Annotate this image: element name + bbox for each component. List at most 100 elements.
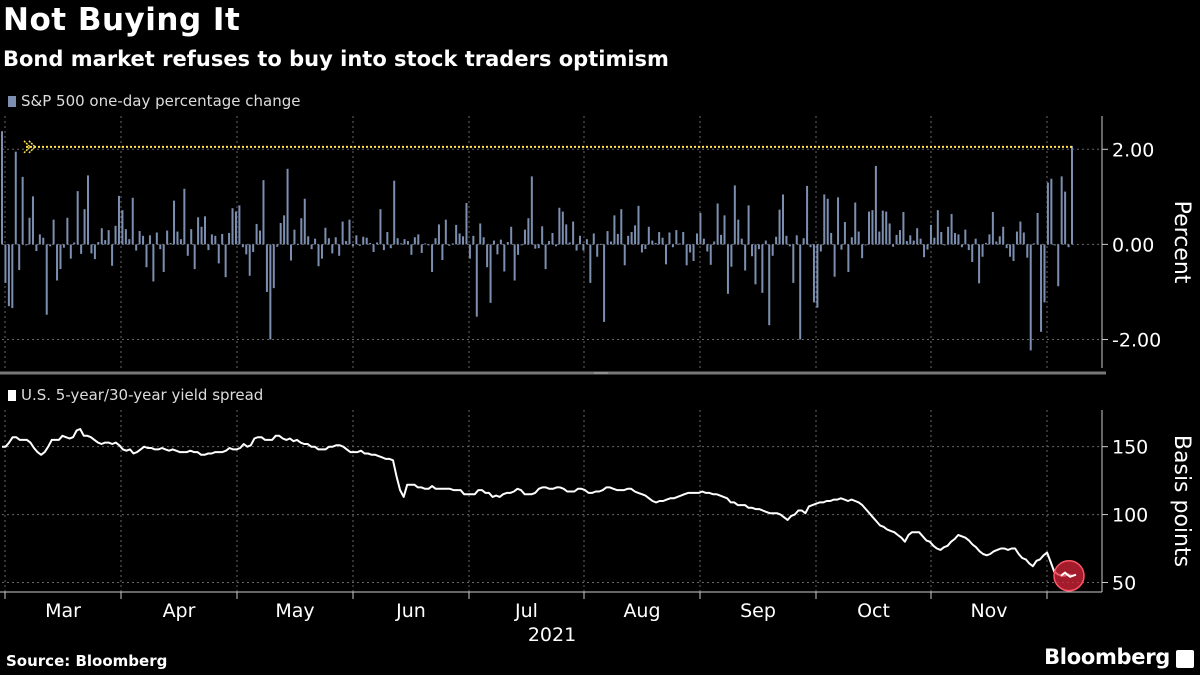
bar	[558, 207, 561, 245]
bar	[864, 244, 867, 246]
bar	[448, 244, 451, 246]
bar	[286, 168, 289, 245]
y-axis-title: Basis points	[1169, 435, 1194, 567]
bar	[1, 131, 3, 245]
bar	[190, 229, 193, 245]
bar	[733, 185, 736, 245]
y-tick-label: 2.00	[1112, 139, 1154, 161]
bar	[668, 232, 671, 245]
bar	[984, 242, 987, 245]
bar	[1046, 182, 1049, 245]
bar	[197, 217, 200, 245]
bar	[238, 205, 241, 245]
bar	[768, 244, 771, 326]
bar	[1015, 231, 1018, 245]
bar	[861, 244, 864, 259]
bar	[379, 209, 382, 245]
legend-top: S&P 500 one-day percentage change	[8, 92, 300, 110]
bar	[978, 244, 981, 284]
bar	[548, 241, 551, 245]
bar	[620, 209, 623, 245]
bar	[104, 240, 107, 245]
bar	[837, 197, 840, 245]
bar	[689, 244, 692, 253]
x-tick-label: Jun	[395, 600, 426, 622]
bar	[940, 232, 943, 245]
bar	[131, 197, 134, 245]
bar	[431, 244, 434, 272]
bar	[912, 240, 915, 245]
bar	[685, 244, 688, 266]
y-tick-label: 50	[1112, 572, 1136, 594]
bar	[954, 232, 957, 245]
bar	[35, 244, 38, 252]
bar	[231, 208, 234, 245]
bar	[166, 230, 169, 245]
bar	[819, 244, 822, 252]
bar	[843, 222, 846, 245]
bar	[716, 203, 719, 245]
bar	[713, 241, 716, 245]
bar	[245, 244, 248, 255]
bar	[616, 233, 619, 245]
bar	[981, 244, 984, 257]
bar	[441, 244, 444, 261]
bar	[382, 244, 385, 251]
bar	[916, 228, 919, 245]
bar	[603, 244, 606, 322]
bar	[554, 244, 557, 247]
bar	[272, 244, 275, 289]
bar	[210, 234, 213, 245]
bar	[468, 244, 471, 259]
bar	[599, 243, 602, 245]
bar	[28, 217, 31, 245]
bar	[406, 241, 409, 245]
source-note: Source: Bloomberg	[6, 652, 168, 670]
bar	[269, 244, 272, 340]
bar	[90, 244, 93, 254]
bar	[623, 244, 626, 266]
bar	[579, 235, 582, 245]
bar	[252, 244, 255, 252]
bar	[957, 234, 960, 245]
legend-top-swatch	[8, 95, 16, 107]
bar	[833, 244, 836, 277]
bar	[1060, 176, 1063, 245]
bar	[802, 238, 805, 245]
bar	[544, 244, 547, 270]
bar	[575, 244, 578, 251]
bar	[764, 240, 767, 245]
x-tick-label: Jul	[514, 600, 538, 622]
bar	[1040, 244, 1043, 332]
bar	[338, 244, 341, 256]
bar	[788, 244, 791, 247]
x-tick-label: Sep	[740, 600, 776, 622]
bar	[523, 229, 526, 245]
bar	[757, 244, 760, 250]
bar	[537, 244, 540, 249]
bar	[186, 244, 189, 256]
bar	[221, 233, 224, 245]
bar	[572, 221, 575, 245]
bar	[1029, 244, 1032, 351]
bar	[988, 234, 991, 245]
bar	[417, 234, 420, 245]
bar	[751, 244, 754, 257]
bar	[568, 242, 571, 245]
bar	[541, 226, 544, 245]
bar	[510, 226, 513, 245]
bar	[781, 194, 784, 245]
legend-bottom-swatch	[8, 389, 16, 401]
bar	[795, 235, 798, 245]
bar	[747, 205, 750, 245]
bar	[950, 213, 953, 245]
bar	[888, 223, 891, 245]
bar	[314, 238, 317, 245]
bar	[138, 231, 141, 245]
bar	[809, 244, 812, 248]
bar	[534, 244, 537, 249]
reference-arrow-icon	[23, 140, 37, 154]
y-tick-label: 100	[1112, 505, 1148, 527]
bar	[1012, 244, 1015, 262]
